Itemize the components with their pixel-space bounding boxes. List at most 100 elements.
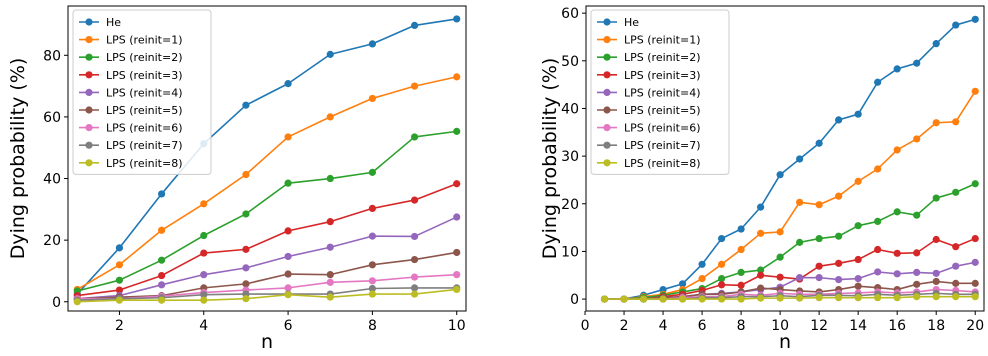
x-tick-label: 14: [849, 318, 867, 334]
x-tick-label: 2: [115, 318, 124, 334]
legend-box: [72, 9, 212, 175]
data-point: [913, 211, 921, 219]
data-point: [971, 258, 979, 266]
data-point: [835, 192, 843, 200]
data-point: [796, 238, 804, 246]
data-point: [913, 268, 921, 276]
data-point: [368, 94, 377, 103]
data-point: [874, 268, 882, 276]
data-point: [757, 271, 765, 279]
legend-entry-lps-reinit-6: LPS (reinit=6): [79, 122, 182, 135]
legend-swatch-marker: [603, 141, 611, 149]
data-point: [932, 277, 940, 286]
data-point: [757, 294, 765, 302]
data-point: [368, 232, 377, 240]
series-line-lps-reinit-8: [77, 288, 457, 303]
legend-entry-lps-reinit-5: LPS (reinit=5): [597, 104, 700, 117]
legend-swatch-marker: [85, 88, 93, 96]
data-point: [952, 188, 960, 196]
data-point: [815, 201, 823, 209]
data-point: [776, 228, 784, 236]
data-point: [410, 232, 419, 241]
data-point: [737, 295, 745, 303]
data-point: [932, 40, 940, 48]
legend-entry-lps-reinit-5: LPS (reinit=5): [79, 104, 182, 117]
data-point: [893, 65, 901, 73]
legend-swatch-marker: [85, 71, 93, 79]
data-point: [971, 293, 979, 301]
legend-label: LPS (reinit=7): [624, 139, 700, 152]
data-point: [932, 119, 940, 127]
data-point: [368, 290, 377, 298]
x-tick-label: 4: [659, 318, 668, 334]
legend-label: LPS (reinit=3): [624, 69, 700, 82]
legend-swatch-marker: [85, 53, 93, 61]
data-point: [854, 222, 862, 230]
series-line-lps-reinit-7: [77, 287, 457, 302]
data-point: [776, 273, 784, 281]
data-point: [242, 101, 250, 109]
data-point: [410, 273, 419, 281]
legend-label: LPS (reinit=1): [106, 34, 182, 47]
data-point: [200, 249, 208, 257]
data-point: [678, 295, 687, 303]
data-point: [284, 270, 292, 278]
data-point: [326, 174, 334, 183]
data-point: [453, 180, 461, 188]
data-point: [757, 229, 765, 237]
data-point: [453, 213, 461, 221]
data-point: [815, 262, 823, 270]
data-point: [284, 133, 292, 141]
data-point: [115, 244, 124, 252]
data-point: [453, 73, 461, 81]
data-point: [835, 232, 843, 240]
series-line-he: [76, 18, 457, 295]
data-point: [737, 225, 745, 233]
legend-label: LPS (reinit=6): [106, 122, 182, 135]
data-point: [410, 255, 419, 264]
legend-label: LPS (reinit=7): [106, 139, 182, 152]
data-point: [854, 255, 862, 264]
y-tick-label: 60: [561, 6, 579, 22]
y-axis-label: Dying probability (%): [539, 58, 561, 260]
y-tick-label: 20: [561, 197, 579, 213]
series-line-lps-reinit-2: [77, 130, 457, 292]
legend-swatch-marker: [85, 106, 93, 114]
data-point: [913, 280, 921, 288]
data-point: [854, 274, 862, 283]
x-tick-label: 10: [771, 318, 789, 334]
data-point: [717, 295, 726, 303]
data-point: [757, 266, 765, 274]
data-point: [815, 234, 823, 243]
legend-swatch-marker: [603, 159, 611, 167]
data-point: [698, 274, 706, 283]
data-point: [326, 113, 334, 121]
data-point: [242, 245, 250, 253]
data-point: [200, 271, 208, 279]
data-point: [368, 204, 377, 213]
data-point: [874, 294, 882, 302]
data-point: [796, 294, 804, 302]
data-point: [620, 295, 628, 303]
y-tick-label: 80: [43, 48, 61, 64]
legend-swatch-marker: [603, 124, 611, 132]
legend-entry-lps-reinit-4: LPS (reinit=4): [597, 86, 700, 99]
data-point: [757, 284, 765, 292]
series-line-lps-reinit-5: [77, 251, 457, 300]
legend-label: LPS (reinit=3): [106, 69, 182, 82]
x-tick-label: 20: [966, 318, 984, 334]
data-point: [932, 293, 940, 301]
legend: He LPS (reinit=1) LPS (reinit=2) LPS (reini…: [72, 9, 212, 175]
legend-label: He: [624, 16, 639, 29]
legend-label: LPS (reinit=1): [624, 34, 700, 47]
x-tick-label: 8: [368, 318, 377, 334]
legend-label: LPS (reinit=2): [624, 51, 700, 64]
data-point: [410, 196, 419, 204]
legend-entry-he: He: [79, 16, 121, 29]
data-point: [971, 180, 979, 188]
data-point: [326, 243, 334, 251]
data-point: [326, 50, 334, 58]
data-point: [835, 275, 843, 284]
data-point: [157, 256, 166, 264]
chart-panel-1: 2 4 6 8 10 0 20 40 60 80 n Dying probability (%) He L…: [7, 5, 467, 353]
